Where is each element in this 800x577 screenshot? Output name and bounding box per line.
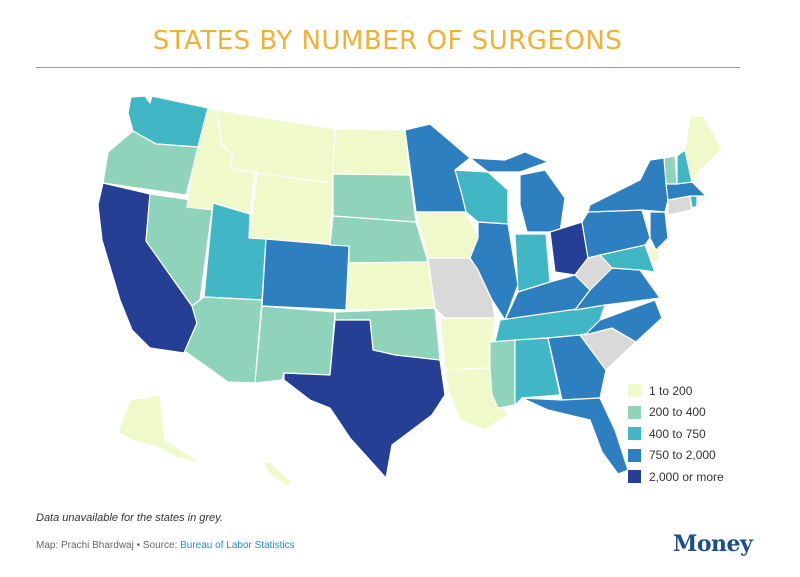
state-ma[interactable] (665, 181, 707, 201)
legend-item: 1 to 200 (628, 380, 724, 402)
legend-item: 200 to 400 (628, 402, 724, 424)
legend-item: 2,000 or more (628, 466, 724, 488)
state-ny[interactable] (587, 157, 669, 213)
state-fl[interactable] (521, 397, 629, 475)
legend-label: 200 to 400 (649, 405, 706, 420)
legend-item: 400 to 750 (628, 423, 724, 445)
state-nc[interactable] (584, 299, 663, 343)
legend-swatch (628, 384, 641, 398)
state-nj[interactable] (649, 211, 669, 251)
state-nd[interactable] (332, 128, 411, 176)
state-vt[interactable] (663, 155, 678, 185)
data-note: Data unavailable for the states in grey. (36, 512, 223, 524)
state-me[interactable] (684, 115, 723, 183)
legend-swatch (628, 448, 641, 462)
state-mn[interactable] (404, 123, 471, 213)
state-mi-upper[interactable] (469, 151, 549, 173)
state-sd[interactable] (332, 173, 417, 223)
map-legend: 1 to 200 200 to 400 400 to 750 750 to 2,… (628, 380, 724, 488)
state-ak[interactable] (117, 394, 201, 463)
legend-swatch (628, 427, 641, 441)
legend-label: 1 to 200 (649, 383, 693, 398)
state-ar[interactable] (439, 317, 496, 371)
state-al[interactable] (514, 337, 561, 406)
legend-label: 750 to 2,000 (649, 448, 716, 463)
source-link[interactable]: Bureau of Labor Statistics (180, 540, 295, 551)
credit-prefix: Map: Prachi Bhardwaj • Source: (36, 540, 181, 551)
legend-label: 400 to 750 (649, 426, 706, 441)
credit-line: Map: Prachi Bhardwaj • Source: Bureau of… (36, 540, 295, 551)
legend-swatch (628, 405, 641, 419)
legend-swatch (628, 470, 641, 484)
title-divider (36, 67, 740, 68)
state-hi[interactable] (261, 461, 295, 487)
state-co[interactable] (261, 238, 350, 311)
state-or[interactable] (102, 130, 199, 196)
map-title: STATES BY NUMBER OF SURGEONS (152, 26, 623, 56)
state-wy[interactable] (248, 172, 334, 246)
state-mi[interactable] (519, 169, 566, 233)
state-ms[interactable] (489, 339, 516, 409)
legend-label: 2,000 or more (649, 469, 724, 484)
state-ks[interactable] (345, 261, 436, 311)
state-az[interactable] (183, 296, 263, 384)
state-nm[interactable] (254, 305, 336, 384)
money-logo: Money (673, 531, 753, 557)
state-tx[interactable] (283, 319, 446, 479)
state-il[interactable] (469, 221, 519, 321)
legend-item: 750 to 2,000 (628, 445, 724, 467)
